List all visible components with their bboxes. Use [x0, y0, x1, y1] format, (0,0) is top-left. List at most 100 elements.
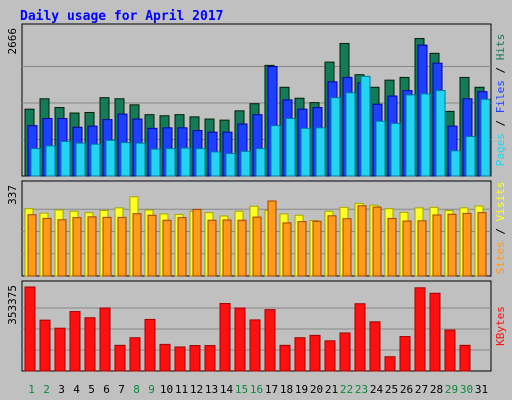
bar-sites-day-29 [447, 213, 457, 277]
bar-sites-day-22 [342, 218, 352, 277]
bar-pages-day-15 [240, 150, 251, 177]
bar-pages-day-13 [210, 151, 221, 177]
bar-kbytes-day-23 [354, 303, 366, 372]
legend-usage: Pages / Files / Hits [494, 34, 507, 167]
bar-pages-day-14 [225, 153, 236, 177]
bar-sites-day-31 [477, 212, 487, 277]
bar-sites-day-1 [27, 214, 37, 277]
legend-kbytes: KBytes [494, 306, 507, 346]
series-kbytes [24, 286, 471, 372]
bar-pages-day-12 [195, 148, 206, 177]
bar-kbytes-day-21 [324, 340, 336, 372]
legend-separator: / [494, 221, 507, 241]
bar-pages-day-22 [345, 92, 356, 177]
bar-pages-day-26 [405, 94, 416, 177]
bar-pages-day-24 [375, 120, 386, 177]
legend-item-pages: Pages [494, 133, 507, 166]
legend-separator: / [494, 113, 507, 133]
bar-pages-day-7 [120, 142, 131, 177]
bar-kbytes-day-27 [414, 287, 426, 372]
bar-kbytes-day-15 [234, 307, 246, 372]
bar-sites-day-18 [282, 222, 292, 277]
bar-pages-day-20 [315, 127, 326, 177]
legend-visits: Sites / Visits [494, 182, 507, 275]
bar-pages-day-6 [105, 139, 116, 177]
day-label: 4 [73, 383, 80, 396]
bar-pages-day-19 [300, 127, 311, 177]
bar-sites-day-17 [267, 200, 277, 277]
day-label: 14 [220, 383, 234, 396]
bar-pages-day-30 [465, 136, 476, 177]
legend-text: Sites / Visits [494, 182, 507, 275]
day-label: 11 [175, 383, 188, 396]
series-pages [30, 75, 491, 177]
day-label: 9 [148, 383, 155, 396]
day-label: 18 [280, 383, 293, 396]
bar-sites-day-15 [237, 219, 247, 277]
bar-sites-day-26 [402, 220, 412, 277]
bar-pages-day-27 [420, 93, 431, 177]
bar-kbytes-day-17 [264, 309, 276, 372]
bar-kbytes-day-24 [369, 321, 381, 372]
bar-kbytes-day-10 [159, 343, 171, 372]
bar-sites-day-11 [177, 217, 187, 277]
bar-kbytes-day-30 [459, 344, 471, 372]
day-label: 8 [133, 383, 140, 396]
bar-pages-day-18 [285, 117, 296, 177]
bar-sites-day-5 [87, 216, 97, 277]
day-label: 31 [475, 383, 488, 396]
bar-kbytes-day-13 [204, 345, 216, 372]
bar-kbytes-day-14 [219, 302, 231, 372]
bar-sites-day-16 [252, 216, 262, 277]
bar-pages-day-5 [90, 143, 101, 177]
legend-item-sites: Sites [494, 241, 507, 274]
day-label: 17 [265, 383, 278, 396]
day-label: 6 [103, 383, 110, 396]
day-label: 13 [205, 383, 218, 396]
bar-pages-day-3 [60, 140, 71, 177]
bar-pages-day-9 [150, 148, 161, 177]
day-label: 12 [190, 383, 203, 396]
legend-item-files: Files [494, 80, 507, 113]
bar-kbytes-day-16 [249, 319, 261, 372]
panel-visits: 337 Sites / Visits [6, 180, 507, 277]
bar-sites-day-13 [207, 219, 217, 277]
bar-kbytes-day-25 [384, 356, 396, 372]
bar-pages-day-8 [135, 142, 146, 177]
bar-kbytes-day-1 [24, 286, 36, 372]
bar-kbytes-day-2 [39, 319, 51, 372]
bar-sites-day-7 [117, 216, 127, 277]
day-label: 10 [160, 383, 173, 396]
bar-pages-day-2 [45, 145, 56, 177]
day-label: 23 [355, 383, 368, 396]
day-label: 3 [58, 383, 65, 396]
bar-sites-day-21 [327, 215, 337, 277]
bar-sites-day-2 [42, 217, 52, 277]
bar-kbytes-day-3 [54, 327, 66, 372]
bar-pages-day-16 [255, 148, 266, 177]
day-label: 29 [445, 383, 458, 396]
bar-sites-day-14 [222, 219, 232, 277]
legend-text: KBytes [494, 306, 507, 346]
bar-kbytes-day-4 [69, 311, 81, 372]
bar-sites-day-3 [57, 219, 67, 277]
legend-separator: / [494, 60, 507, 80]
bar-sites-day-24 [372, 206, 382, 277]
bar-pages-day-29 [450, 150, 461, 177]
bar-sites-day-6 [102, 216, 112, 277]
legend-item-visits: Visits [494, 182, 507, 222]
bar-sites-day-23 [357, 205, 367, 277]
bar-sites-day-19 [297, 221, 307, 277]
day-label: 19 [295, 383, 308, 396]
day-labels: 1 2 3 4 5 6 7 8 9 10 11 12 13 14 15 16 17 18 19 20 21 22 23 24 2… [28, 383, 488, 396]
bar-pages-day-23 [360, 75, 371, 177]
day-label: 2 [43, 383, 50, 396]
bar-kbytes-day-29 [444, 329, 456, 372]
bar-kbytes-day-7 [114, 344, 126, 372]
bar-kbytes-day-26 [399, 336, 411, 372]
bar-pages-day-17 [270, 125, 281, 177]
panel-kbytes: 353375 KBytes [6, 280, 507, 372]
day-label: 7 [118, 383, 125, 396]
